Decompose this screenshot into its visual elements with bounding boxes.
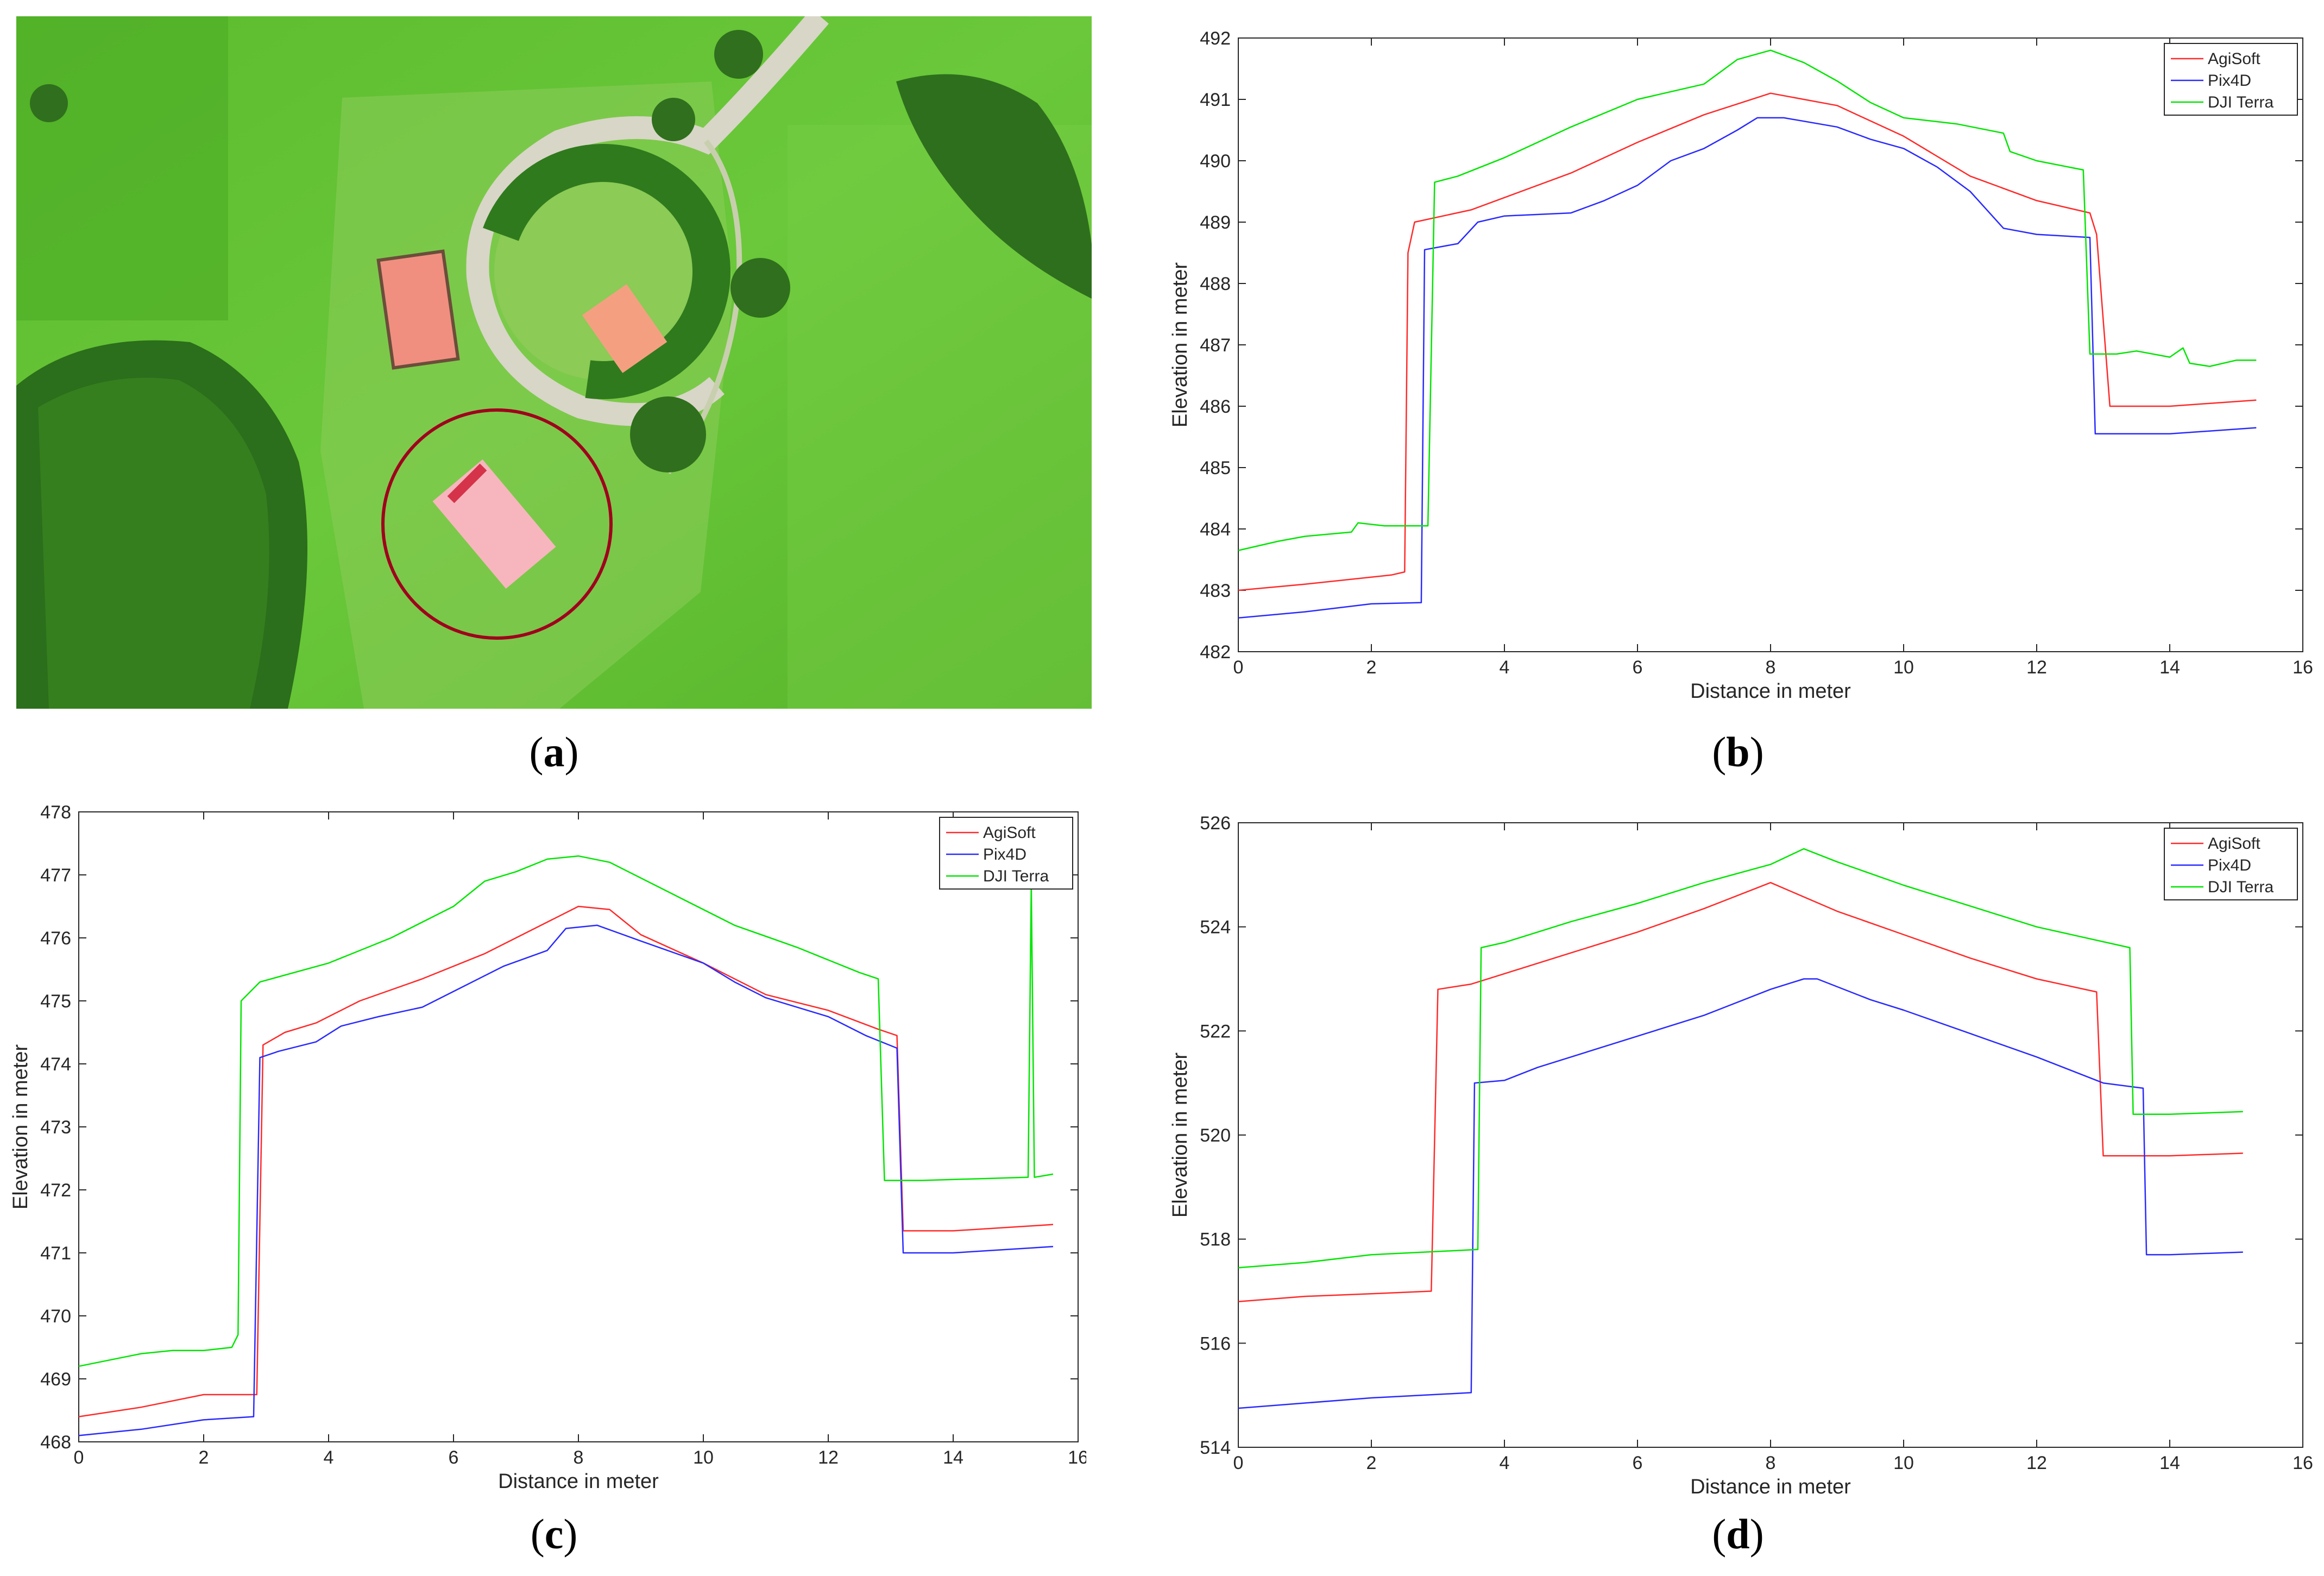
x-axis-label: Distance in meter: [498, 1470, 659, 1493]
y-tick-label: 478: [40, 802, 71, 823]
legend-entry: DJI Terra: [2208, 878, 2273, 896]
y-tick-label: 516: [1200, 1333, 1231, 1354]
legend-box: [2164, 43, 2298, 116]
series-line-dji-terra: [1238, 49, 2257, 551]
y-tick-label: 472: [40, 1180, 71, 1201]
x-tick-label: 10: [1893, 1453, 1914, 1473]
y-tick-label: 482: [1200, 642, 1231, 663]
y-tick-label: 522: [1200, 1021, 1231, 1042]
y-tick-label: 469: [40, 1369, 71, 1390]
y-tick-label: 518: [1200, 1230, 1231, 1250]
legend-entry: Pix4D: [2208, 72, 2251, 90]
y-tick-label: 526: [1200, 813, 1231, 834]
x-tick-label: 2: [199, 1447, 209, 1468]
y-tick-label: 491: [1200, 90, 1231, 110]
x-tick-label: 8: [1766, 1453, 1776, 1473]
y-tick-label: 477: [40, 865, 71, 886]
caption-a: (a): [529, 728, 579, 776]
chart-d-panel: 0 2 4 6 8 10 12 14 16 514 516 518 520 522 524 526 Distan…: [1162, 798, 2314, 1499]
plot-area: [78, 811, 1079, 1442]
x-tick-label: 6: [449, 1447, 459, 1468]
x-tick-label: 4: [324, 1447, 334, 1468]
series-line-pix4d: [1238, 117, 2257, 619]
chart-b-panel: 0 2 4 6 8 10 12 14 16 482 483 484 485 486 487 488 489 490…: [1162, 22, 2314, 717]
chart-c-panel: 0 2 4 6 8 10 12 14 16 468 469 470 471 472 473 474 475 476…: [0, 793, 1088, 1499]
series-line-pix4d: [1238, 978, 2243, 1409]
y-axis-label: Elevation in meter: [1169, 1052, 1192, 1218]
y-tick-label: 483: [1200, 581, 1231, 601]
legend-entry: AgiSoft: [983, 824, 1036, 842]
x-tick-label: 16: [2292, 657, 2313, 678]
y-tick-label: 514: [1200, 1438, 1231, 1458]
x-tick-label: 10: [693, 1447, 714, 1468]
x-tick-label: 12: [2026, 657, 2047, 678]
x-tick-label: 14: [943, 1447, 963, 1468]
x-tick-label: 14: [2159, 1453, 2180, 1473]
plot-area: [1238, 37, 2303, 652]
x-tick-label: 14: [2159, 657, 2180, 678]
legend-entry: AgiSoft: [2208, 50, 2260, 68]
caption-d: (d): [1712, 1510, 1764, 1558]
x-tick-label: 16: [2292, 1453, 2313, 1473]
y-tick-label: 485: [1200, 458, 1231, 478]
series-line-pix4d: [78, 924, 1054, 1436]
y-tick-label: 488: [1200, 274, 1231, 294]
x-tick-label: 12: [2026, 1453, 2047, 1473]
y-tick-label: 487: [1200, 335, 1231, 356]
y-tick-label: 524: [1200, 917, 1231, 938]
y-tick-label: 476: [40, 928, 71, 949]
caption-b: (b): [1712, 728, 1764, 776]
x-tick-label: 4: [1500, 1453, 1510, 1473]
y-tick-label: 471: [40, 1243, 71, 1264]
legend-entry: DJI Terra: [983, 867, 1049, 885]
y-tick-label: 470: [40, 1306, 71, 1327]
x-tick-label: 8: [1766, 657, 1776, 678]
chart-b: 0 2 4 6 8 10 12 14 16 482 483 484 485 486 487 488 489 490…: [1169, 28, 2313, 703]
aerial-photo-panel: [16, 9, 1092, 709]
legend-box: [939, 817, 1073, 890]
legend-entry: AgiSoft: [2208, 835, 2260, 853]
y-tick-label: 475: [40, 991, 71, 1012]
y-tick-label: 490: [1200, 151, 1231, 172]
x-axis-label: Distance in meter: [1690, 1476, 1851, 1498]
y-tick-label: 473: [40, 1117, 71, 1138]
y-tick-label: 484: [1200, 519, 1231, 540]
x-tick-label: 2: [1366, 657, 1377, 678]
y-axis-label: Elevation in meter: [9, 1044, 32, 1209]
x-tick-label: 16: [1068, 1447, 1086, 1468]
plot-area: [1238, 822, 2303, 1448]
series-line-dji-terra: [1238, 848, 2243, 1269]
series-line-agisoft: [1238, 92, 2257, 591]
caption-c: (c): [530, 1510, 578, 1558]
y-tick-label: 486: [1200, 396, 1231, 417]
x-tick-label: 6: [1633, 1453, 1643, 1473]
legend-entry: DJI Terra: [2208, 93, 2273, 111]
chart-c: 0 2 4 6 8 10 12 14 16468469470471472473474475476…: [9, 802, 1088, 1493]
x-axis-label: Distance in meter: [1690, 680, 1851, 703]
y-tick-label: 489: [1200, 212, 1231, 233]
x-tick-label: 10: [1893, 657, 1914, 678]
legend-entry: Pix4D: [2208, 856, 2251, 874]
y-axis-label: Elevation in meter: [1169, 262, 1192, 427]
y-tick-label: 520: [1200, 1125, 1231, 1146]
series-line-agisoft: [1238, 881, 2243, 1302]
x-tick-label: 12: [818, 1447, 839, 1468]
x-tick-label: 0: [1233, 657, 1244, 678]
x-tick-label: 4: [1500, 657, 1510, 678]
legend-box: [2164, 828, 2298, 900]
x-tick-label: 2: [1366, 1453, 1377, 1473]
x-tick-label: 0: [74, 1447, 84, 1468]
series-line-dji-terra: [78, 855, 1054, 1367]
x-tick-label: 8: [574, 1447, 584, 1468]
y-tick-label: 474: [40, 1054, 71, 1075]
legend-entry: Pix4D: [983, 846, 1026, 863]
aerial-photo: [16, 9, 1092, 709]
x-tick-label: 6: [1633, 657, 1643, 678]
series-line-agisoft: [78, 905, 1054, 1417]
y-tick-label: 492: [1200, 28, 1231, 49]
x-tick-label: 0: [1233, 1453, 1244, 1473]
chart-d: 0 2 4 6 8 10 12 14 16 514 516 518 520 522 524 526 Distan…: [1169, 813, 2313, 1498]
y-tick-label: 468: [40, 1432, 71, 1453]
